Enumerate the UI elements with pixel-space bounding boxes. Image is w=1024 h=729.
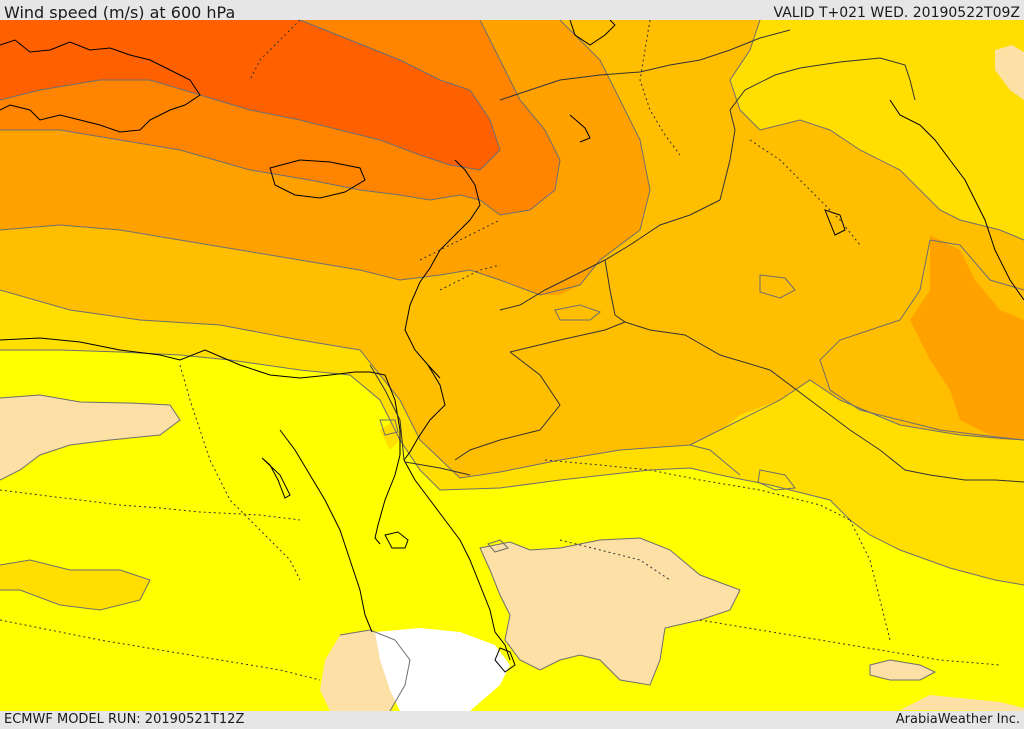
contour-line bbox=[479, 537, 741, 686]
country-border-dotted bbox=[749, 139, 861, 246]
fill-moderate-low-sinai bbox=[380, 420, 400, 450]
fill-lowest-libya bbox=[0, 395, 180, 480]
model-run: ECMWF MODEL RUN: 20190521T12Z bbox=[4, 712, 245, 727]
contour-line bbox=[729, 20, 1024, 241]
coastline bbox=[0, 39, 201, 133]
contour-line bbox=[0, 559, 151, 611]
contour-line bbox=[0, 349, 1024, 586]
coastline bbox=[569, 114, 591, 143]
header-bar: Wind speed (m/s) at 600 hPa VALID T+021 … bbox=[0, 0, 1024, 22]
contour-line bbox=[0, 20, 561, 216]
country-border-dotted bbox=[439, 264, 501, 291]
country-border-dotted bbox=[559, 539, 671, 581]
country-border-dotted bbox=[544, 459, 851, 521]
country-border-solid bbox=[454, 351, 561, 461]
contour-line bbox=[929, 239, 1024, 291]
coastline bbox=[824, 209, 846, 236]
fill-moderate-high-east-blob bbox=[910, 235, 1024, 440]
country-border-dotted bbox=[849, 519, 891, 641]
country-border-solid bbox=[604, 259, 1024, 483]
border-layer bbox=[0, 20, 1024, 681]
contour-line bbox=[0, 20, 651, 296]
coastline bbox=[569, 20, 616, 46]
fill-highest-core bbox=[0, 20, 500, 170]
map-title: Wind speed (m/s) at 600 hPa bbox=[4, 3, 236, 22]
coastline bbox=[889, 99, 1024, 301]
fill-lowest-ne-corner bbox=[995, 45, 1024, 100]
valid-time: VALID T+021 WED. 20190522T09Z bbox=[773, 5, 1020, 21]
contour-line bbox=[869, 659, 937, 681]
fill-no-data-region bbox=[375, 628, 510, 711]
country-border-solid bbox=[404, 461, 471, 476]
country-border-dotted bbox=[0, 619, 321, 681]
contour-line bbox=[487, 539, 509, 553]
coastline-layer bbox=[0, 20, 1024, 673]
country-border-solid bbox=[499, 29, 791, 101]
contour-line bbox=[0, 20, 501, 171]
country-border-dotted bbox=[699, 619, 1001, 666]
coastline bbox=[403, 364, 446, 461]
fill-lowest-se-corner bbox=[900, 695, 1024, 711]
contour-line bbox=[0, 394, 181, 481]
coastline bbox=[384, 531, 409, 549]
country-border-dotted bbox=[419, 219, 501, 261]
footer-bar: ECMWF MODEL RUN: 20190521T12Z ArabiaWeat… bbox=[0, 711, 1024, 729]
coastline bbox=[494, 647, 516, 673]
contour-line bbox=[339, 629, 411, 711]
coastline bbox=[403, 459, 511, 661]
fill-lowest-central-arabia bbox=[480, 538, 740, 685]
contour-line bbox=[819, 239, 1024, 441]
contour-line bbox=[757, 469, 796, 491]
provider-credit: ArabiaWeather Inc. bbox=[895, 712, 1020, 727]
coastline bbox=[279, 429, 373, 633]
coastline bbox=[261, 457, 291, 499]
contour-line bbox=[379, 419, 399, 436]
country-border-solid bbox=[509, 321, 626, 353]
coastline bbox=[0, 337, 401, 455]
country-border-solid bbox=[719, 57, 916, 201]
contour-lines bbox=[0, 20, 1024, 711]
country-border-dotted bbox=[639, 20, 681, 156]
coastline bbox=[374, 454, 401, 545]
country-border-dotted bbox=[179, 364, 301, 581]
country-border-solid bbox=[369, 364, 405, 461]
contour-line bbox=[0, 289, 1024, 479]
contour-line bbox=[689, 444, 741, 476]
fill-moderate-low-west-blob bbox=[0, 560, 150, 610]
contour-line bbox=[554, 304, 602, 321]
country-border-dotted bbox=[0, 489, 301, 521]
coastline bbox=[269, 159, 366, 199]
coastline bbox=[404, 159, 481, 379]
wind-speed-fill-layer bbox=[0, 20, 1024, 711]
wind-speed-map bbox=[0, 20, 1024, 711]
contour-line bbox=[759, 274, 796, 299]
